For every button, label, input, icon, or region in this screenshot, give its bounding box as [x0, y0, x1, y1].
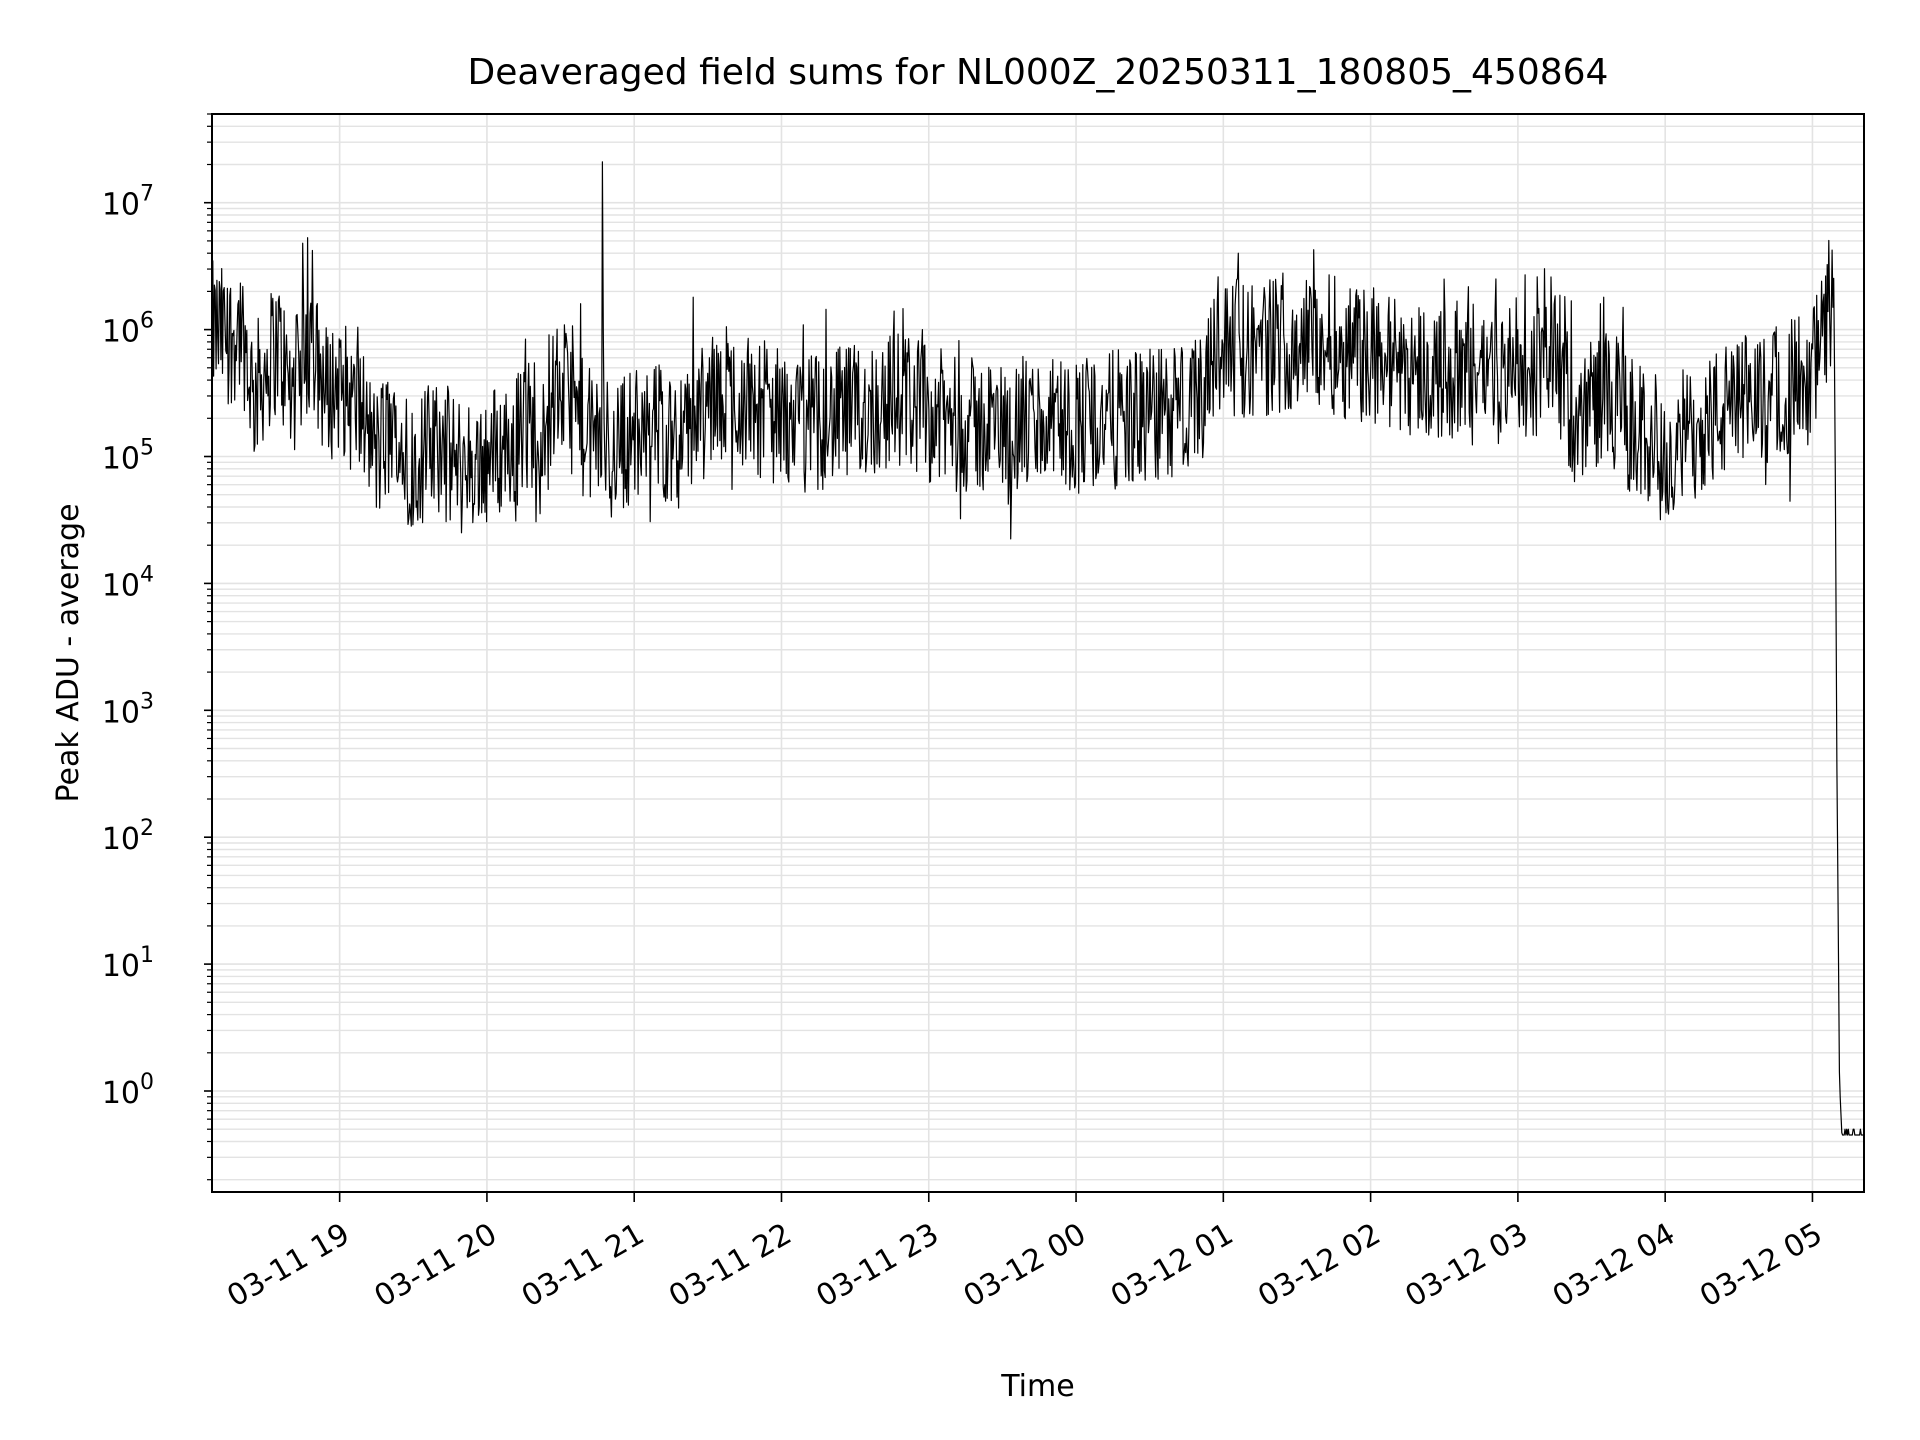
plot-frame	[211, 113, 1865, 1193]
y-tick-base: 10	[102, 315, 140, 350]
x-axis-label: Time	[1000, 1369, 1074, 1404]
y-tick-label: 105	[102, 436, 154, 477]
series-line	[211, 161, 1864, 1136]
y-tick-label: 101	[102, 943, 154, 984]
y-tick-label: 106	[102, 309, 154, 350]
y-tick-label: 107	[102, 182, 154, 223]
y-tick-exponent: 2	[140, 816, 154, 841]
y-tick-base: 10	[102, 188, 140, 223]
y-tick-base: 10	[102, 695, 140, 730]
y-tick-exponent: 4	[140, 562, 154, 587]
y-tick-label: 103	[102, 689, 154, 730]
chart-title: Deaveraged field sums for NL000Z_2025031…	[468, 52, 1609, 93]
y-tick-exponent: 3	[140, 689, 154, 714]
y-axis-label: Peak ADU - average	[51, 503, 86, 802]
y-tick-label: 104	[102, 562, 154, 603]
y-tick-exponent: 6	[140, 309, 154, 334]
y-tick-base: 10	[102, 949, 140, 984]
y-tick-base: 10	[102, 1076, 140, 1111]
y-tick-exponent: 1	[140, 943, 154, 968]
y-tick-base: 10	[102, 822, 140, 857]
y-tick-base: 10	[102, 568, 140, 603]
y-tick-exponent: 5	[140, 436, 154, 461]
y-tick-base: 10	[102, 442, 140, 477]
y-tick-label: 100	[102, 1070, 154, 1111]
y-tick-exponent: 7	[140, 182, 154, 207]
series-layer	[211, 161, 1864, 1136]
grid	[212, 113, 1864, 1192]
y-tick-label: 102	[102, 816, 154, 857]
y-tick-exponent: 0	[140, 1070, 154, 1095]
